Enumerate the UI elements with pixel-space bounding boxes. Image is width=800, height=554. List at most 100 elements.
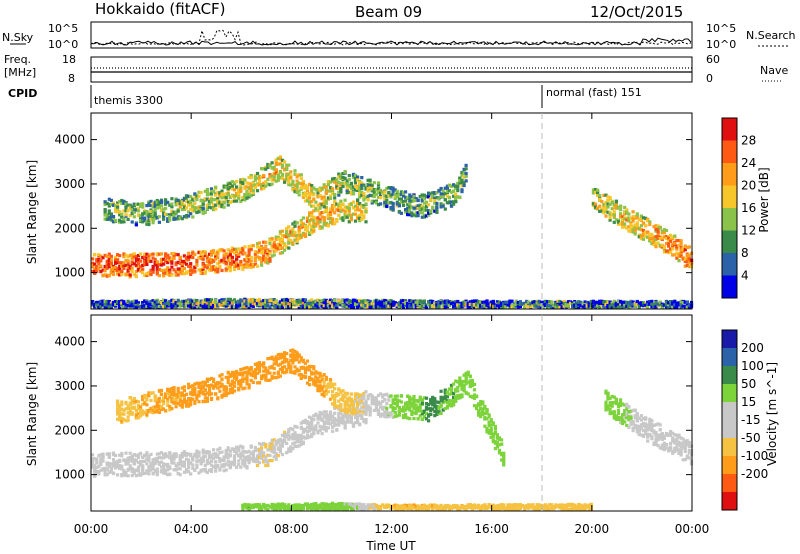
heatmap-cell <box>671 247 675 251</box>
heatmap-cell <box>264 249 268 253</box>
heatmap-cell <box>172 253 176 257</box>
heatmap-cell <box>91 257 95 261</box>
heatmap-cell <box>151 256 155 260</box>
heatmap-cell <box>189 265 193 269</box>
heatmap-cell <box>295 425 299 429</box>
heatmap-cell <box>228 195 232 199</box>
heatmap-cell <box>203 300 207 304</box>
heatmap-cell <box>414 211 418 215</box>
freq-panel-frame <box>90 56 693 83</box>
heatmap-cell <box>652 240 656 244</box>
heatmap-cell <box>685 254 689 258</box>
heatmap-cell <box>182 205 186 209</box>
heatmap-cell <box>228 249 232 253</box>
heatmap-cell <box>604 300 608 304</box>
heatmap-cell <box>128 304 132 308</box>
heatmap-cell <box>356 205 360 209</box>
heatmap-cell <box>316 208 320 212</box>
heatmap-cell <box>341 218 345 222</box>
heatmap-cell <box>579 300 583 304</box>
heatmap-cell <box>166 213 170 217</box>
heatmap-cell <box>573 301 577 305</box>
heatmap-cell <box>479 302 483 306</box>
heatmap-cell <box>178 467 182 471</box>
heatmap-cell <box>145 259 149 263</box>
heatmap-cell <box>166 463 170 467</box>
heatmap-cell <box>164 255 168 259</box>
heatmap-cell <box>568 301 573 305</box>
heatmap-cell <box>278 251 282 255</box>
heatmap-cell <box>255 189 260 193</box>
heatmap-cell <box>606 195 610 199</box>
heatmap-cell <box>184 304 189 308</box>
heatmap-cell <box>364 187 368 191</box>
power-colorbar-swatch <box>722 208 737 231</box>
heatmap-cell <box>337 186 341 191</box>
heatmap-cell <box>191 458 195 462</box>
heatmap-cell <box>652 302 656 307</box>
heatmap-cell <box>136 301 141 305</box>
heatmap-cell <box>627 212 631 216</box>
heatmap-cell <box>497 300 502 304</box>
heatmap-cell <box>339 209 343 213</box>
heatmap-cell <box>345 205 349 209</box>
heatmap-cell <box>356 208 360 212</box>
heatmap-cell <box>591 203 595 208</box>
heatmap-cell <box>235 194 239 198</box>
heatmap-cell <box>664 303 669 307</box>
heatmap-cell <box>343 205 347 209</box>
heatmap-cell <box>203 197 207 201</box>
heatmap-cell <box>280 251 285 255</box>
heatmap-cell <box>105 452 109 456</box>
heatmap-cell <box>268 175 272 179</box>
heatmap-cell <box>199 255 203 259</box>
heatmap-cell <box>187 255 191 259</box>
heatmap-cell <box>174 200 178 204</box>
heatmap-cell <box>416 198 420 203</box>
heatmap-cell <box>122 220 126 224</box>
heatmap-cell <box>289 426 293 431</box>
heatmap-cell <box>339 216 343 221</box>
heatmap-cell <box>126 265 130 269</box>
heatmap-cell <box>460 170 464 175</box>
heatmap-cell <box>182 470 186 474</box>
heatmap-cell <box>280 302 285 306</box>
heatmap-cell <box>372 181 376 185</box>
heatmap-cell <box>201 202 205 206</box>
heatmap-cell <box>253 185 257 189</box>
noise-sky-trace <box>90 37 692 46</box>
heatmap-cell <box>222 185 226 189</box>
heatmap-cell <box>397 202 401 206</box>
heatmap-cell <box>283 433 287 437</box>
heatmap-cell <box>349 304 353 308</box>
heatmap-cell <box>270 236 274 241</box>
heatmap-cell <box>205 458 209 462</box>
heatmap-cell <box>353 184 358 188</box>
heatmap-cell <box>397 209 401 214</box>
heatmap-cell <box>633 215 637 219</box>
heatmap-cell <box>253 262 257 266</box>
heatmap-cell <box>631 227 635 231</box>
heatmap-cell <box>97 454 101 458</box>
heatmap-cell <box>260 451 264 455</box>
heatmap-cell <box>477 300 481 304</box>
heatmap-cell <box>621 305 625 309</box>
heatmap-cell <box>399 192 403 197</box>
heatmap-cell <box>222 200 226 204</box>
heatmap-cell <box>201 267 205 271</box>
heatmap-cell <box>587 304 591 308</box>
heatmap-cell <box>176 467 180 471</box>
heatmap-cell <box>314 300 318 304</box>
heatmap-cell <box>639 303 643 307</box>
heatmap-cell <box>660 236 664 240</box>
heatmap-cell <box>460 305 464 309</box>
heatmap-cell <box>105 299 109 303</box>
heatmap-cell <box>285 235 289 239</box>
heatmap-cell <box>276 438 280 442</box>
heatmap-cell <box>316 203 320 208</box>
heatmap-cell <box>673 299 677 304</box>
heatmap-cell <box>656 233 660 237</box>
heatmap-cell <box>141 301 145 305</box>
heatmap-cell <box>274 237 278 241</box>
heatmap-cell <box>280 300 285 304</box>
